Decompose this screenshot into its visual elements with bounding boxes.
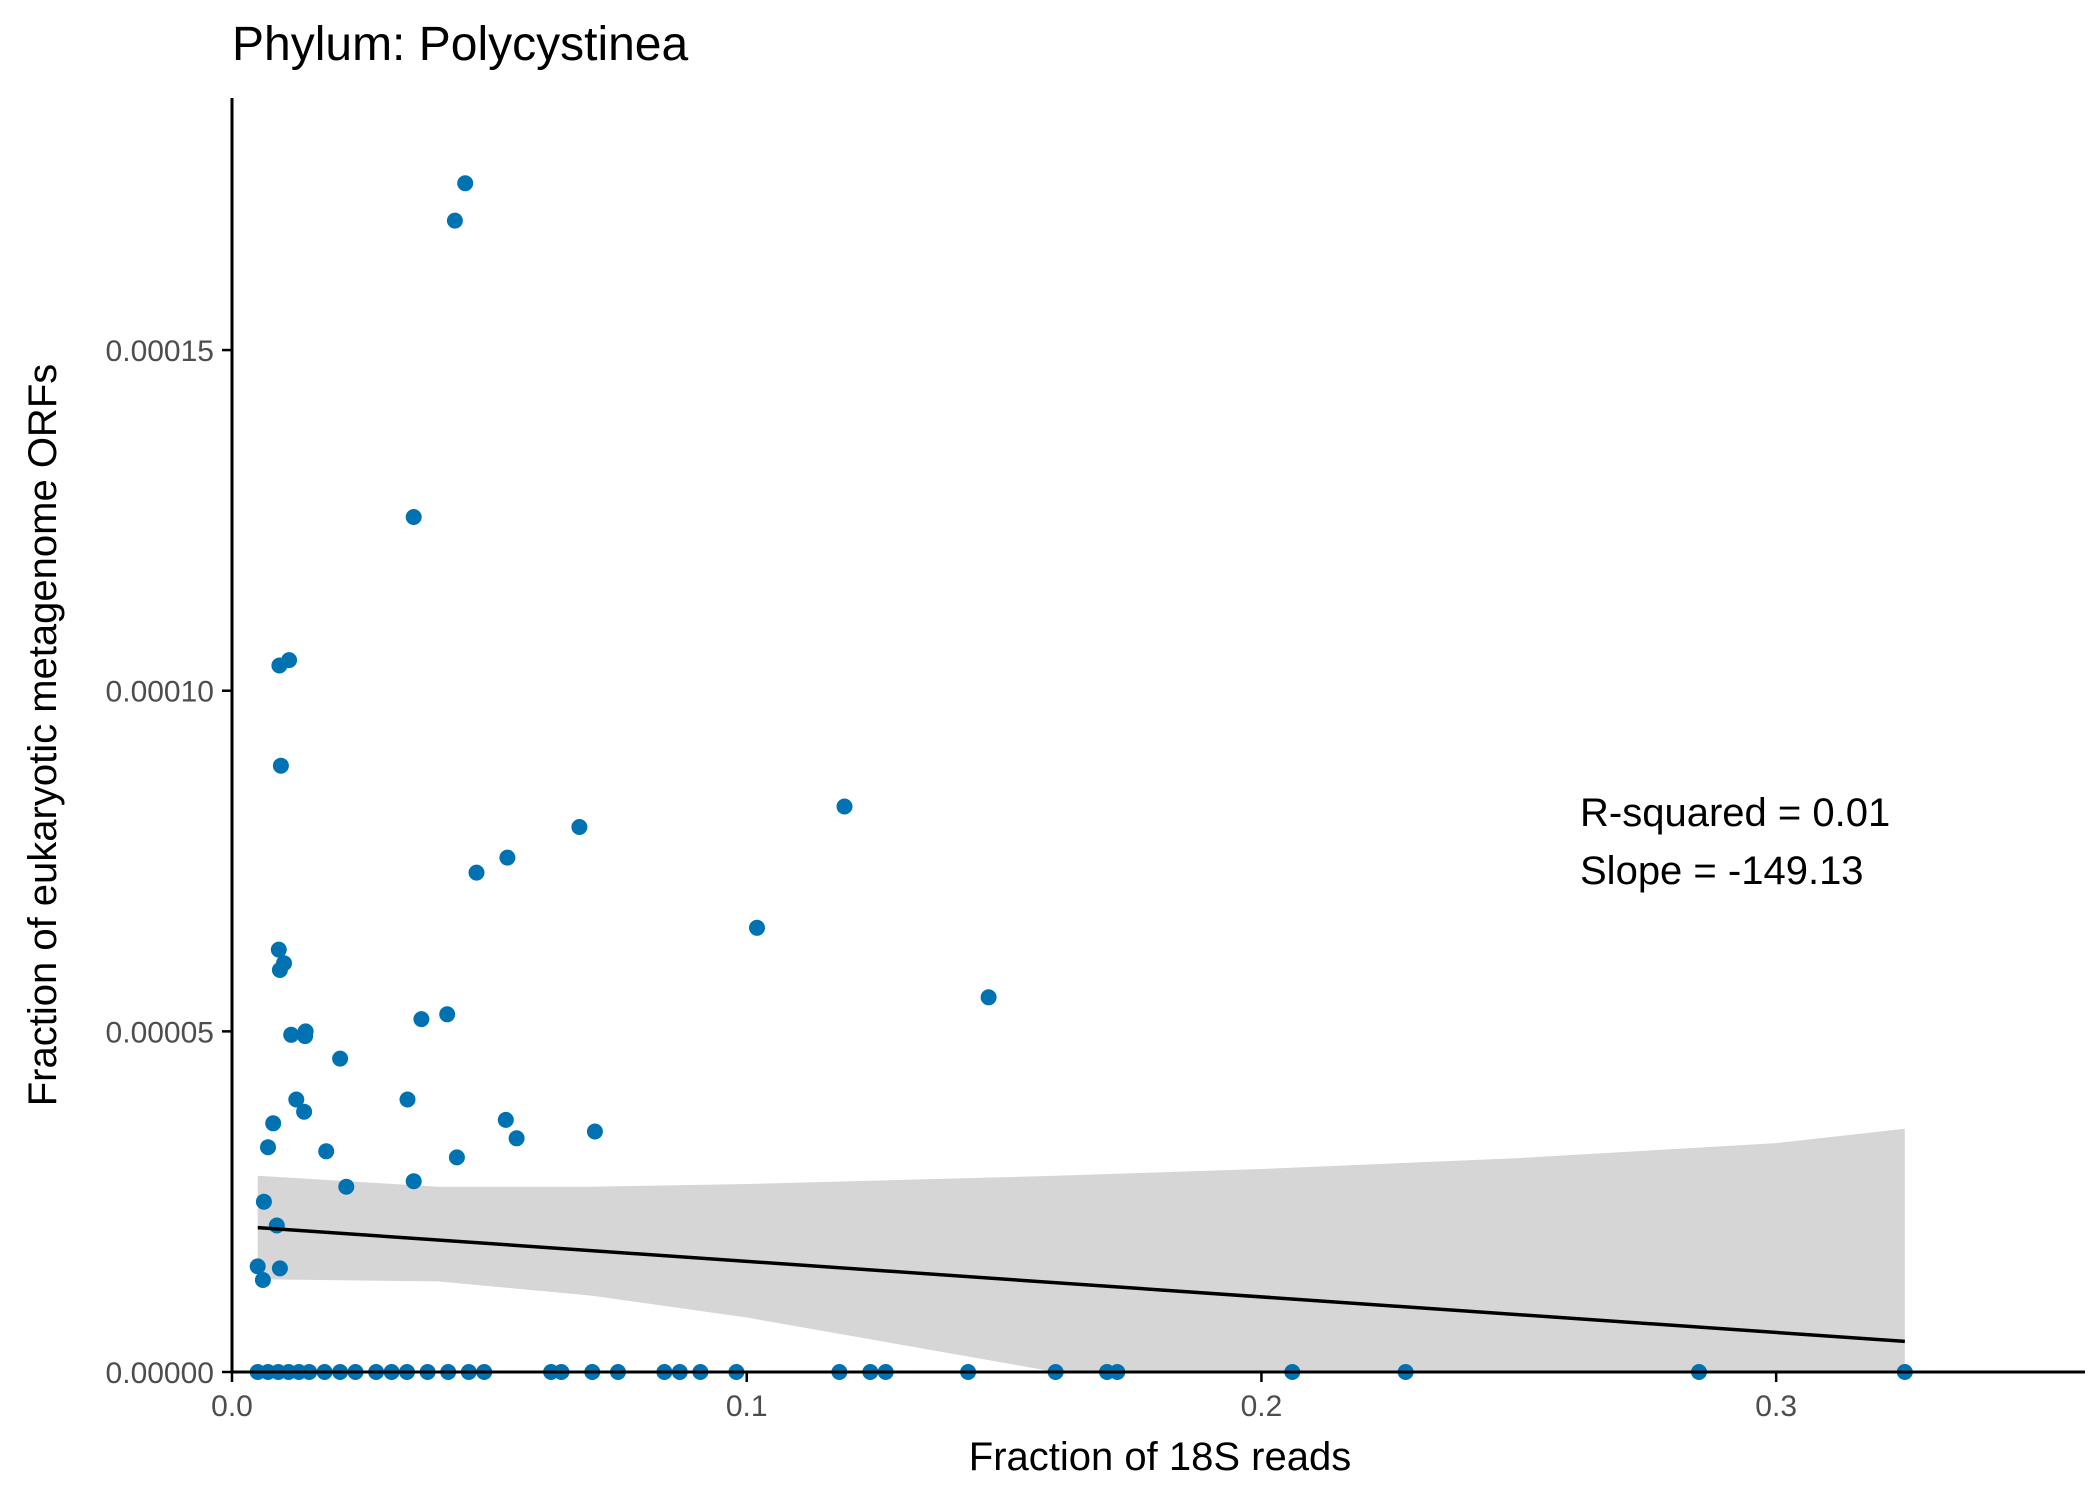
- data-point: [836, 798, 853, 815]
- y-tick-label: 0.00000: [106, 1357, 214, 1390]
- data-point: [448, 1149, 465, 1166]
- data-point: [297, 1028, 314, 1045]
- data-point: [272, 757, 289, 774]
- data-point: [271, 1260, 288, 1277]
- x-tick-label: 0.0: [211, 1390, 253, 1423]
- chart-title: Phylum: Polycystinea: [232, 18, 688, 71]
- data-point: [268, 1217, 285, 1234]
- confidence-band-layer: [257, 1128, 1905, 1372]
- confidence-band: [257, 1128, 1905, 1372]
- data-point: [405, 1173, 422, 1190]
- data-point: [468, 864, 485, 881]
- fit-line-layer: [257, 1225, 1905, 1344]
- data-point: [399, 1091, 416, 1108]
- data-point: [271, 657, 288, 674]
- data-point: [980, 989, 997, 1006]
- x-axis-label: Fraction of 18S reads: [969, 1435, 1351, 1479]
- x-tick-label: 0.2: [1241, 1390, 1283, 1423]
- data-point: [332, 1050, 349, 1067]
- data-point: [439, 1006, 456, 1023]
- data-point: [586, 1123, 603, 1140]
- data-point: [270, 941, 287, 958]
- data-point: [288, 1091, 305, 1108]
- data-point: [283, 1026, 300, 1043]
- data-point: [265, 1115, 282, 1132]
- fit-line: [257, 1225, 1905, 1344]
- y-tick-label: 0.00015: [106, 335, 214, 368]
- r-squared-annotation: R-squared = 0.01: [1580, 791, 1890, 835]
- data-point: [296, 1103, 313, 1120]
- data-point: [499, 849, 516, 866]
- data-point: [249, 1258, 266, 1275]
- y-ticks: 0.00000 0.00005 0.00010 0.00015: [106, 335, 232, 1390]
- data-point: [457, 175, 474, 192]
- data-point: [571, 819, 588, 835]
- data-point: [413, 1011, 430, 1028]
- data-point: [318, 1143, 335, 1160]
- data-point: [255, 1193, 272, 1210]
- data-point: [508, 1130, 525, 1147]
- y-tick-label: 0.00005: [106, 1016, 214, 1049]
- data-point: [446, 212, 463, 229]
- y-tick-label: 0.00010: [106, 676, 214, 709]
- y-axis-label: Fraction of eukaryotic metagenome ORFs: [21, 364, 65, 1107]
- data-point: [749, 919, 765, 936]
- data-point: [405, 509, 422, 525]
- slope-annotation: Slope = -149.13: [1580, 849, 1864, 893]
- data-point: [254, 1272, 271, 1288]
- data-point: [338, 1178, 355, 1195]
- data-point: [271, 962, 288, 978]
- data-point: [260, 1139, 276, 1156]
- x-ticks: 0.0 0.1 0.2 0.3: [211, 1372, 1797, 1423]
- data-point: [497, 1111, 514, 1128]
- x-tick-label: 0.1: [726, 1390, 768, 1423]
- x-tick-label: 0.3: [1755, 1390, 1797, 1423]
